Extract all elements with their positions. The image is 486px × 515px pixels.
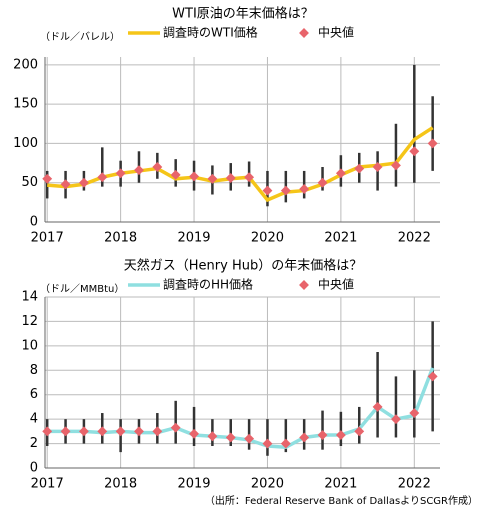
y-tick-label: 8 [30,363,38,378]
series-line [47,126,434,203]
x-tick-label: 2020 [251,231,284,246]
x-tick-label: 2019 [177,477,210,492]
median-marker [244,172,255,183]
median-marker [225,173,236,183]
source-note: （出所：Federal Reserve Bank of DallasよりSCGR… [205,494,478,507]
y-tick-label: 200 [13,57,38,72]
x-tick-label: 2018 [104,231,137,246]
y-tick-label: 6 [30,387,38,402]
y-tick-label: 2 [30,436,38,451]
x-tick-label: 2021 [324,231,357,246]
median-marker [115,426,126,437]
median-marker [97,426,108,437]
x-tick-label: 2022 [398,477,431,492]
median-marker [60,426,71,437]
legend-label: 中央値 [318,277,354,292]
series-line [47,367,435,450]
x-tick-label: 2021 [324,477,357,492]
median-marker [152,162,163,172]
y-tick-label: 10 [21,338,38,353]
median-marker [225,432,236,443]
legend-marker [299,28,309,38]
median-marker [97,172,108,183]
median-marker [207,431,218,442]
median-marker [42,173,53,184]
y-tick-label: 150 [13,97,38,112]
median-marker [170,169,181,180]
y-tick-label: 0 [30,215,38,230]
median-marker [207,173,218,184]
legend-label: 調査時のWTI価格 [163,25,258,40]
median-marker [189,171,199,182]
median-marker [189,428,199,439]
median-marker [409,146,420,157]
median-marker [134,426,144,437]
legend-label: 調査時のHH価格 [163,277,253,292]
x-tick-label: 2020 [251,477,284,492]
median-marker [354,426,365,437]
median-marker [427,138,438,149]
median-marker [42,426,53,437]
x-tick-label: 2018 [104,477,137,492]
x-tick-label: 2019 [177,231,210,246]
median-marker [317,430,328,440]
median-marker [335,430,346,440]
y-tick-label: 14 [21,290,38,305]
y-tick-label: 50 [21,175,38,190]
median-marker [60,179,71,190]
x-tick-label: 2022 [398,231,431,246]
y-axis-label: （ドル／MMBtu） [40,283,124,295]
median-marker [170,422,181,433]
y-tick-label: 0 [30,461,38,476]
chart-title: WTI原油の年末価格は？ [172,6,314,22]
y-tick-label: 100 [13,136,38,151]
x-tick-label: 2017 [31,477,64,492]
median-marker [152,426,163,437]
y-axis-label: （ドル／バレル） [40,31,120,43]
x-tick-label: 2017 [31,231,64,246]
legend-marker [299,280,309,290]
chart-title: 天然ガス（Henry Hub）の年末価格は？ [124,258,362,274]
median-marker [78,177,89,188]
median-marker [78,426,89,437]
median-marker [134,165,144,176]
y-tick-label: 12 [21,314,38,329]
median-marker [115,168,126,179]
legend-label: 中央値 [318,25,354,40]
y-tick-label: 4 [30,412,38,427]
